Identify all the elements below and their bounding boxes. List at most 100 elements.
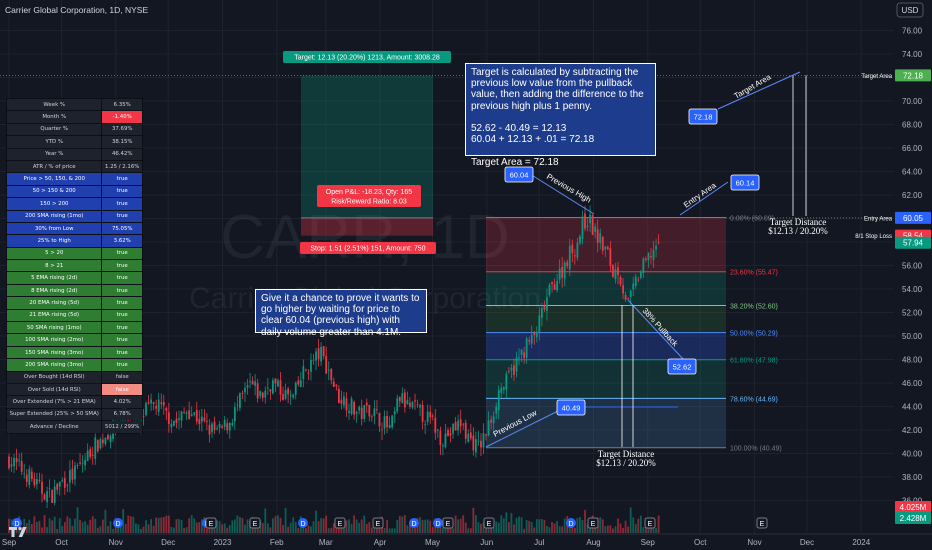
fib-level-label: 61.80% (47.98) xyxy=(730,358,778,365)
fib-zone xyxy=(486,271,726,306)
entry-area-callout: 60.14 xyxy=(730,174,760,191)
time-tick-label: Jul xyxy=(534,538,544,547)
candle-body xyxy=(155,405,158,409)
candle-body xyxy=(277,380,279,387)
volume-bar xyxy=(540,519,543,533)
volume-bar xyxy=(657,515,660,533)
candle-body xyxy=(599,233,602,243)
candle-body xyxy=(310,359,312,372)
candle-body xyxy=(376,409,378,411)
volume-bar xyxy=(502,518,505,533)
candle-body xyxy=(178,418,180,420)
volume-bar xyxy=(454,515,457,533)
tradingview-logo-icon[interactable] xyxy=(8,526,30,538)
candle-body xyxy=(38,479,41,481)
stats-row: Price > 50, 150, & 200 true xyxy=(5,172,143,186)
candle-body xyxy=(183,412,185,414)
price-tick-label: 52.00 xyxy=(902,309,923,318)
marker-letter: D xyxy=(300,521,305,528)
price-tick-label: 56.00 xyxy=(902,262,923,271)
candle-body xyxy=(624,295,627,300)
volume-bar xyxy=(391,528,394,533)
volume-bar xyxy=(398,516,401,533)
candle-body xyxy=(89,449,92,457)
candle-body xyxy=(109,435,112,443)
price-tick-label: 62.00 xyxy=(902,191,923,200)
volume-bar xyxy=(652,524,655,533)
target-distance-value: $12.13 / 20.20% xyxy=(768,226,828,236)
chart-grid xyxy=(0,0,894,534)
time-axis[interactable]: Sep Oct Nov Dec 2023 Feb Mar Apr May Jun Jul Aug Sep… xyxy=(0,533,932,550)
note-line: previous low value from the pullback xyxy=(471,78,633,90)
candle-body xyxy=(297,380,300,385)
volume-bar xyxy=(38,520,41,533)
long-position-tool[interactable]: Target: 12.13 (20.20%) 1213, Amount: 300… xyxy=(283,51,451,254)
volume-bar xyxy=(160,517,163,533)
volume-bar xyxy=(320,518,323,533)
volume-bar xyxy=(180,519,183,533)
volume-bar xyxy=(20,526,23,533)
candle-body xyxy=(388,425,391,429)
candle-body xyxy=(495,406,498,414)
marker-letter: E xyxy=(446,521,451,528)
candle-body xyxy=(71,468,74,480)
note-line xyxy=(471,112,650,123)
candle-body xyxy=(256,383,259,399)
candle-body xyxy=(56,483,59,490)
candle-body xyxy=(571,244,574,254)
time-tick-label: Jun xyxy=(480,538,493,547)
candle-body xyxy=(94,437,97,459)
candle-body xyxy=(447,430,449,437)
candle-body xyxy=(426,411,429,422)
volume-bar xyxy=(581,520,584,533)
candle-body xyxy=(431,415,434,417)
target-distance-label: Target Distance xyxy=(770,217,826,227)
candle-body xyxy=(292,394,295,398)
volume-bar xyxy=(599,517,602,533)
candle-body xyxy=(236,404,239,406)
candle-body xyxy=(200,416,203,422)
candle-body xyxy=(211,423,213,433)
stats-label: Year % xyxy=(5,147,103,161)
volume-bar xyxy=(622,527,624,533)
stats-value: 75.05% xyxy=(101,221,143,236)
volume-bar xyxy=(579,517,581,533)
candle-body xyxy=(492,416,495,424)
volume-bar xyxy=(419,517,421,533)
stats-label: 150 > 200 xyxy=(5,197,103,211)
candle-body xyxy=(573,255,576,257)
candle-body xyxy=(249,381,251,383)
position-target-label-bg xyxy=(283,51,451,63)
stats-value: 38.15% xyxy=(101,135,143,149)
dividend-marker-icon: D xyxy=(433,518,443,528)
volume-bar xyxy=(584,509,586,533)
price-axis[interactable]: 36.0038.0040.0042.0044.0046.0048.0050.00… xyxy=(855,0,932,534)
candle-body xyxy=(167,412,170,425)
volume-bar xyxy=(459,518,462,533)
stats-value: 5012 / 299% xyxy=(101,420,143,434)
position-target-label-text: Target: 12.13 (20.20%) 1213, Amount: 300… xyxy=(294,55,440,62)
volume-bar xyxy=(543,519,546,533)
candle-body xyxy=(591,214,594,235)
volume-bar xyxy=(94,518,97,533)
candle-body xyxy=(414,400,416,402)
candle-body xyxy=(36,479,38,485)
time-tick-label: Apr xyxy=(374,538,387,547)
currency-button[interactable]: USD xyxy=(896,2,924,18)
candle-body xyxy=(639,271,642,278)
volume-bar xyxy=(606,525,609,533)
candle-body xyxy=(320,346,323,362)
price-tick-label: 46.00 xyxy=(902,379,923,388)
candle-body xyxy=(548,284,551,295)
stats-value: true xyxy=(101,209,143,223)
note-line: 52.62 - 40.49 = 12.13 xyxy=(471,123,567,135)
volume-bar xyxy=(360,519,363,533)
volume-bar xyxy=(576,517,579,533)
note-line: value, then adding the difference to the xyxy=(471,89,644,101)
candle-body xyxy=(157,399,160,412)
volume-bar xyxy=(480,523,482,533)
candle-body xyxy=(335,384,338,387)
marker-letter: E xyxy=(487,521,492,528)
volume-bar xyxy=(99,526,102,533)
candle-body xyxy=(472,435,475,451)
